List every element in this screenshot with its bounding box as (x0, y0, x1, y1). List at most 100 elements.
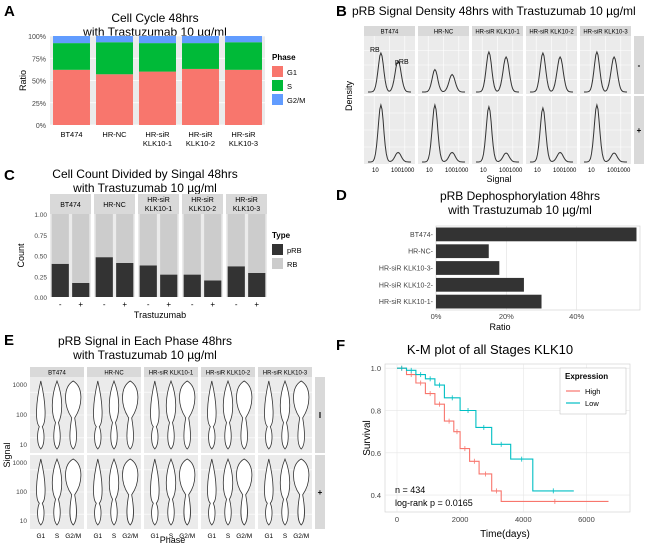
x-tick-label: S (55, 533, 60, 540)
x-tick-label: - (147, 300, 150, 309)
violin-g2-m (236, 458, 253, 526)
facet-strip (50, 194, 91, 214)
y-tick-label: 100 (16, 489, 27, 496)
x-axis-label: Signal (486, 174, 511, 184)
chart-title-line: Cell Count Divided by Singal 48hrs (52, 167, 237, 181)
y-axis-label: Density (344, 80, 354, 111)
y-tick-label: 1000 (13, 382, 28, 389)
y-axis-label: Count (16, 243, 26, 268)
x-tick-label: 1001000 (499, 168, 523, 174)
y-tick-label: 0.25 (34, 274, 47, 281)
y-tick-label: 0.00 (34, 295, 47, 302)
y-tick-label: HR-siR KLK10-1- (379, 299, 434, 306)
facet-strip (580, 26, 631, 36)
bar-g1-bt474 (53, 69, 90, 125)
x-tick-label: G2/M (236, 533, 252, 540)
x-tick-label: - (191, 300, 194, 309)
legend-title: Type (272, 231, 291, 240)
row-strip (634, 96, 644, 164)
annotation-pvalue: log-rank p = 0.0165 (395, 498, 473, 508)
legend-label-rb: RB (287, 260, 297, 269)
x-tick-label: S (112, 533, 117, 540)
legend-label-low: Low (585, 399, 599, 408)
panel-letter-b: B (336, 3, 347, 20)
violin-g2-m (65, 458, 82, 526)
x-axis-label: Ratio (489, 322, 510, 332)
legend-title: Expression (565, 372, 608, 381)
x-tick-label: 2000 (452, 515, 469, 524)
bar-rb (248, 214, 266, 273)
x-tick-label: G1 (150, 533, 159, 540)
x-tick-label: - (103, 300, 106, 309)
x-tick-label-line: HR-siR (145, 130, 170, 139)
x-tick-label-line: HR-siR (188, 130, 213, 139)
x-tick-label: 1001000 (607, 168, 631, 174)
facet-strip-label: HR-siR KLK10-2 (529, 30, 574, 36)
facet-strip (144, 367, 198, 377)
x-tick-label: S (226, 533, 231, 540)
violin-s (108, 379, 120, 450)
bar-prb (204, 280, 222, 297)
y-tick-label: 100% (28, 34, 46, 41)
x-tick-label: G2/M (122, 533, 138, 540)
facet-strip-label: HR-NC (103, 202, 126, 209)
row-strip-label: I (319, 411, 321, 420)
density-curve (476, 50, 519, 93)
bar-prb (160, 274, 178, 297)
legend-key-g2-m (272, 94, 283, 105)
legend-label-g1: G1 (287, 68, 297, 77)
panel-e: pRB Signal in Each Phase 48hrs with Trast… (2, 334, 325, 545)
y-axis-label: Ratio (18, 70, 28, 91)
facet-strip (30, 367, 84, 377)
violin-g1 (150, 380, 160, 450)
x-tick-label-line: KLK10-3 (229, 139, 258, 148)
facet-strip-label: HR-siR KLK10-2 (206, 371, 251, 377)
bar-prb (139, 265, 157, 297)
x-tick-label: S (169, 533, 174, 540)
facet-strip (364, 26, 415, 36)
facet-strip-label: HR-siR KLK10-1 (149, 371, 194, 377)
x-tick-label: 20% (499, 312, 514, 321)
bar-s-bt474 (53, 43, 90, 70)
violin-g2-m (65, 380, 82, 450)
bar-prb (72, 282, 90, 297)
bar-rb (204, 214, 222, 281)
facet-strip-label: HR-siR KLK10-3 (263, 371, 308, 377)
bar-rb (183, 214, 201, 275)
legend-title: Phase (272, 53, 296, 62)
y-tick-label: 0.75 (34, 233, 47, 240)
bar-rb (160, 214, 178, 275)
x-tick-label: + (122, 300, 127, 309)
y-tick-label: 0.8 (371, 407, 381, 416)
x-tick-label: 10 (588, 168, 595, 174)
x-tick-label: BT474 (60, 130, 82, 139)
density-curve (368, 51, 411, 93)
x-tick-label: G2/M (293, 533, 309, 540)
bar-rb (95, 214, 113, 258)
facet-strip-label: HR-NC (104, 371, 124, 377)
x-tick-label: G2/M (179, 533, 195, 540)
violin-g1 (150, 458, 160, 526)
y-tick-label: BT474- (410, 232, 434, 239)
facet-strip-label: BT474 (48, 371, 66, 377)
annotation-n: n = 434 (395, 485, 425, 495)
violin-s (165, 457, 177, 526)
facet-strip-label: HR-NC (434, 30, 454, 36)
violin-g1 (36, 458, 46, 526)
facet-strip-label-line: KLK10-2 (189, 206, 216, 213)
x-tick-label: 1001000 (445, 168, 469, 174)
panel-letter-e: E (4, 332, 14, 349)
violin-s (279, 457, 291, 526)
x-tick-label: 1001000 (553, 168, 577, 174)
y-tick-label: 75% (32, 56, 46, 63)
x-axis-label: Time(days) (480, 529, 530, 540)
x-tick-label: 6000 (578, 515, 595, 524)
x-tick-label: 1001000 (391, 168, 415, 174)
y-tick-label: 50% (32, 79, 46, 86)
x-tick-label: + (78, 300, 83, 309)
violin-s (222, 379, 234, 450)
x-axis-label: Phase (160, 535, 186, 545)
chart-title-line: pRB Dephosphorylation 48hrs (440, 189, 600, 203)
bar-hr-nc (436, 244, 489, 259)
